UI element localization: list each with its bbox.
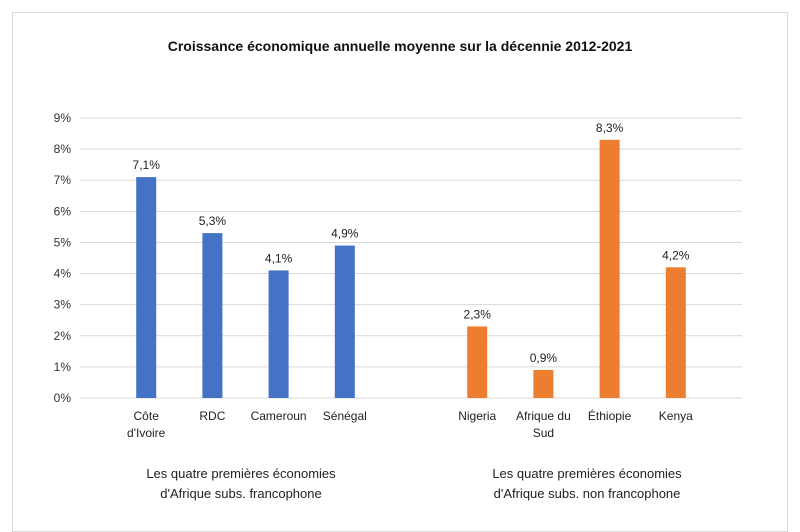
chart-title: Croissance économique annuelle moyenne s… [167,38,633,54]
data-label: 5,3% [199,214,227,228]
y-tick-label: 8% [54,142,72,156]
x-tick-label: Sud [533,426,554,440]
x-tick-label: Kenya [659,409,693,423]
group-label-non-francophone-line1: Les quatre premières économies [492,466,682,481]
x-tick-label: Cameroun [251,409,307,423]
x-tick-label: Sénégal [323,409,367,423]
group-label-non-francophone-line2: d'Afrique subs. non francophone [493,486,681,501]
x-tick-label: d'Ivoire [127,426,166,440]
bar [467,326,488,398]
data-label: 7,1% [133,158,161,172]
data-label: 8,3% [596,121,624,135]
bar-chart: 0% 1% 2% 3% 4% 5% 6% 7% 8% 9% 7,1% Côte d'Ivoire 5,3%… [54,111,742,440]
bar [334,245,355,398]
y-tick-label: 9% [54,111,72,125]
data-label: 4,2% [662,248,690,262]
bar [599,139,620,398]
group-label-francophone-line1: Les quatre premières économies [146,466,336,481]
x-tick-label: Nigeria [458,409,496,423]
y-tick-label: 3% [54,298,72,312]
data-label: 0,9% [530,351,558,365]
group-label-non-francophone: Les quatre premières économies d'Afrique… [432,464,742,504]
x-tick-label: Côte [134,409,160,423]
data-label: 4,1% [265,251,293,265]
bar [268,270,289,398]
x-tick-label: RDC [199,409,225,423]
y-tick-label: 5% [54,235,72,249]
data-label: 4,9% [331,227,359,241]
bar [136,177,157,398]
x-tick-label: Éthiopie [588,408,632,423]
y-tick-label: 7% [54,173,72,187]
y-tick-label: 1% [54,360,72,374]
bar [533,370,554,398]
y-tick-label: 2% [54,329,72,343]
y-tick-label: 0% [54,391,72,405]
data-label: 2,3% [464,307,492,321]
y-tick-label: 4% [54,267,72,281]
bar [665,267,686,398]
group-label-francophone: Les quatre premières économies d'Afrique… [86,464,396,504]
x-tick-label: Afrique du [516,409,571,423]
y-tick-label: 6% [54,204,72,218]
bar [202,233,223,398]
group-label-francophone-line2: d'Afrique subs. francophone [160,486,322,501]
